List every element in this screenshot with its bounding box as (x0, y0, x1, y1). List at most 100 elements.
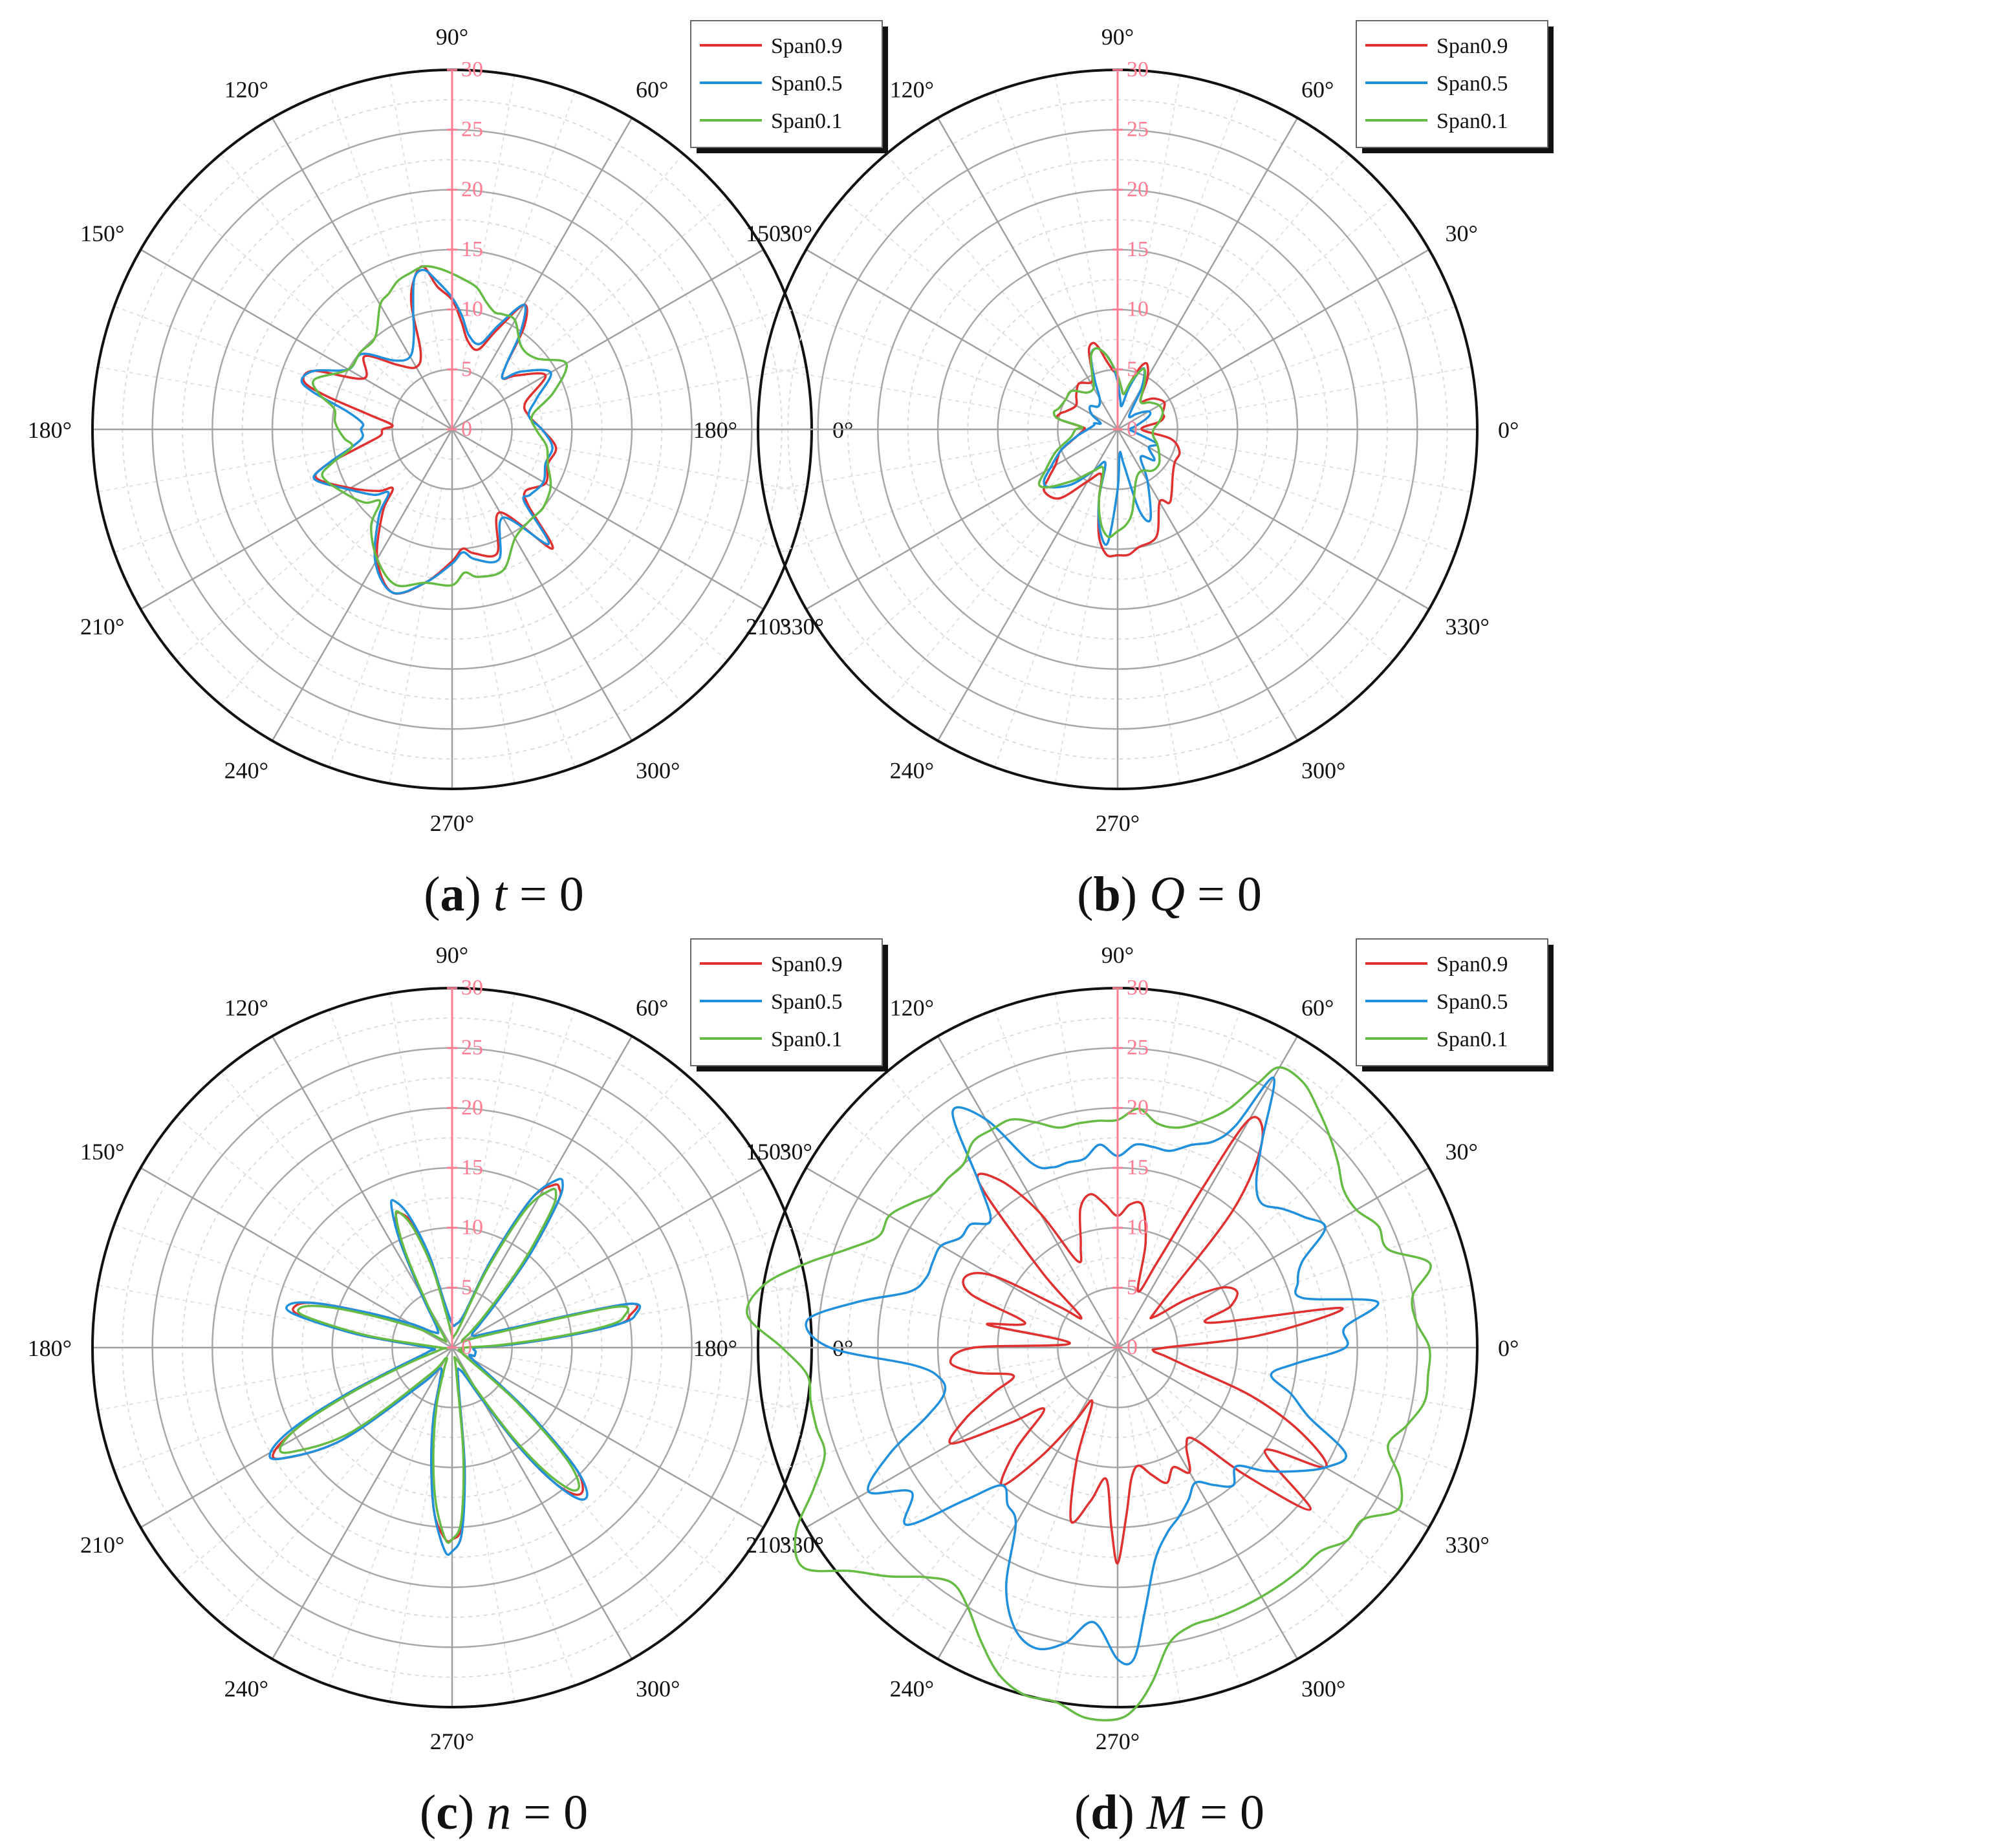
minor-spoke (508, 1223, 790, 1328)
minor-spoke (220, 1071, 415, 1302)
minor-spoke (1163, 467, 1394, 662)
radial-tick-label: 0 (1127, 1335, 1138, 1359)
minor-spoke (471, 1403, 576, 1686)
minor-spoke (1163, 1385, 1394, 1580)
angle-tick-label: 90° (436, 942, 468, 968)
caption-value: = 0 (1184, 867, 1262, 921)
series-line-Span0.1 (746, 1066, 1432, 1722)
minor-spoke (220, 153, 415, 384)
legend-label: Span0.5 (1436, 990, 1508, 1014)
minor-spoke (98, 439, 393, 493)
grid-spoke (1117, 428, 1430, 610)
minor-spoke (779, 305, 1062, 410)
minor-spoke (176, 1385, 407, 1580)
minor-spoke (885, 153, 1080, 384)
minor-spoke (841, 197, 1072, 392)
minor-spoke (490, 1393, 684, 1624)
radial-tick-label: 15 (461, 1156, 483, 1179)
angle-tick-label: 210° (746, 1532, 790, 1558)
minor-spoke (1054, 993, 1108, 1289)
angle-tick-label: 60° (636, 995, 668, 1020)
minor-spoke (779, 1223, 1062, 1328)
angle-tick-label: 210° (80, 614, 124, 640)
minor-spoke (328, 1009, 433, 1292)
caption-label: b (1093, 867, 1121, 921)
radial-tick-label: 20 (1127, 177, 1149, 201)
angle-tick-label: 330° (1446, 1532, 1490, 1558)
grid-spoke (805, 428, 1118, 610)
grid-spoke (1117, 248, 1430, 431)
angle-tick-label: 90° (436, 24, 468, 50)
radial-tick-label: 5 (1127, 1275, 1138, 1299)
polar-panel-b: 0 5 10 15 20 25 30 0° 30° 60° 90° 120° 150° 180° 210° 2… (666, 0, 1673, 921)
minor-spoke (1173, 449, 1456, 554)
angle-tick-label: 240° (224, 1676, 268, 1702)
minor-spoke (462, 488, 515, 784)
minor-spoke (114, 1367, 396, 1472)
radial-tick-label: 0 (461, 417, 472, 441)
angle-tick-label: 30° (780, 221, 812, 246)
radial-tick-label: 30 (1127, 976, 1149, 1000)
angle-tick-label: 270° (430, 1728, 474, 1754)
legend-label: Span0.5 (1436, 72, 1508, 96)
minor-spoke (98, 366, 393, 420)
grid-spoke (271, 429, 453, 742)
grid-spoke (140, 1346, 453, 1529)
polar-plot: 0510152025300°30°60°90°120°150°180°210°2… (693, 20, 1554, 836)
grid-spoke (805, 1167, 1118, 1349)
radial-tick-label: 15 (461, 237, 483, 261)
angle-tick-label: 240° (890, 1676, 934, 1702)
minor-spoke (885, 475, 1080, 705)
minor-spoke (511, 439, 807, 493)
angle-tick-label: 270° (1096, 810, 1140, 836)
radial-tick-label: 5 (1127, 357, 1138, 381)
angle-tick-label: 120° (890, 995, 934, 1020)
minor-spoke (176, 1115, 407, 1310)
minor-spoke (462, 993, 515, 1289)
angle-tick-label: 30° (1446, 221, 1478, 246)
minor-spoke (1155, 1071, 1350, 1302)
caption-variable: n (486, 1785, 512, 1840)
caption-label: a (440, 867, 465, 921)
minor-spoke (1127, 488, 1181, 784)
legend-label: Span0.1 (1436, 1028, 1508, 1051)
minor-spoke (1176, 366, 1472, 420)
angle-tick-label: 300° (636, 758, 680, 784)
radial-tick-label: 0 (1127, 417, 1138, 441)
grid-spoke (805, 248, 1118, 431)
minor-spoke (511, 1357, 807, 1411)
radial-tick-label: 20 (1127, 1095, 1149, 1119)
minor-spoke (497, 1115, 728, 1310)
polar-panel-d: 0 5 10 15 20 25 30 0° 30° 60° 90° 120° 150° 180° 210° 2… (666, 918, 1673, 1840)
minor-spoke (508, 449, 790, 554)
series-line-Span0.5 (268, 1178, 642, 1556)
minor-spoke (1054, 75, 1108, 371)
series-line-Span0.5 (805, 1076, 1380, 1666)
minor-spoke (114, 305, 396, 410)
minor-spoke (841, 467, 1072, 662)
minor-spoke (471, 1009, 576, 1292)
series-line-Span0.1 (1037, 347, 1164, 539)
minor-spoke (1176, 1357, 1472, 1411)
polar-plot: 0510152025300°30°60°90°120°150°180°210°2… (693, 938, 1554, 1754)
angle-tick-label: 30° (780, 1139, 812, 1165)
minor-spoke (1137, 1009, 1242, 1292)
grid-spoke (451, 1035, 633, 1348)
angle-tick-label: 150° (746, 1139, 790, 1165)
minor-spoke (1127, 993, 1181, 1289)
grid-spoke (140, 428, 453, 610)
minor-spoke (885, 1071, 1080, 1302)
radial-tick-label: 0 (461, 1335, 472, 1359)
angle-tick-label: 60° (1301, 995, 1334, 1020)
series-line-Span0.9 (302, 265, 558, 595)
radial-tick-label: 25 (461, 118, 483, 142)
angle-tick-label: 150° (746, 221, 790, 246)
caption-value: = 0 (1187, 1785, 1265, 1840)
grid-spoke (140, 248, 453, 431)
minor-spoke (1155, 1393, 1350, 1624)
minor-spoke (497, 1385, 728, 1580)
angle-tick-label: 120° (890, 76, 934, 102)
minor-spoke (471, 485, 576, 768)
angle-tick-label: 300° (1301, 758, 1345, 784)
minor-spoke (1176, 1284, 1472, 1338)
